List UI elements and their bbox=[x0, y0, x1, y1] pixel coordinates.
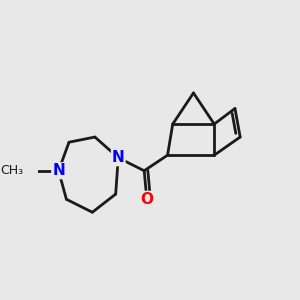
Text: CH₃: CH₃ bbox=[1, 164, 24, 177]
Text: N: N bbox=[52, 163, 65, 178]
Text: N: N bbox=[112, 150, 124, 165]
Text: O: O bbox=[140, 192, 153, 207]
